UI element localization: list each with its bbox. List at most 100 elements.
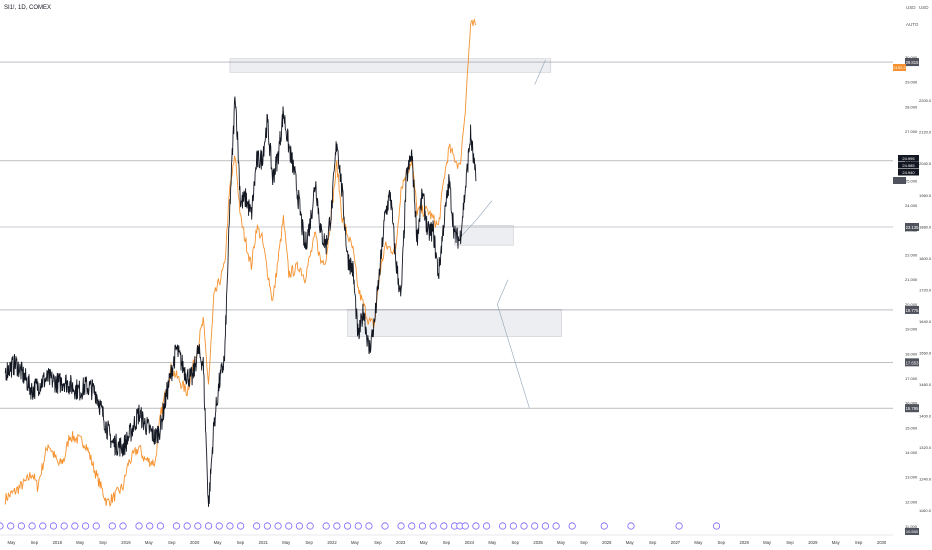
event-marker — [0, 522, 4, 530]
event-marker — [365, 522, 373, 530]
event-marker — [81, 522, 90, 530]
y2-tick-label: 1400.0 — [919, 413, 932, 418]
price-series-line — [4, 96, 477, 507]
symbol-label[interactable]: SI1!, 1D, COMEX — [4, 5, 52, 11]
level-badge — [905, 404, 919, 413]
x-tick-label: May — [694, 540, 703, 545]
event-marker — [253, 522, 261, 530]
x-tick-label: Sep — [31, 540, 39, 545]
ohlc-badge-open — [898, 162, 919, 169]
event-marker — [509, 522, 517, 530]
zone-1 — [229, 58, 552, 73]
y2-tick-label: 1240.0 — [919, 476, 932, 481]
x-tick-label: 2029 — [808, 540, 818, 545]
level-label: 29.815 — [906, 60, 919, 65]
event-marker — [418, 522, 427, 530]
x-tick-label: May — [7, 540, 16, 545]
event-marker — [354, 522, 362, 530]
event-marker — [429, 522, 437, 530]
event-marker — [408, 522, 416, 530]
event-marker — [39, 522, 47, 530]
x-tick-label: Sep — [649, 540, 657, 545]
x-tick-label: Sep — [511, 540, 519, 545]
event-marker — [295, 522, 304, 530]
y2-tick-label: 2200.0 — [919, 98, 932, 103]
event-marker — [600, 522, 608, 530]
x-tick-label: Sep — [168, 540, 176, 545]
event-marker — [472, 522, 480, 530]
event-marker — [135, 522, 143, 530]
x-tick-label: Sep — [99, 540, 107, 545]
x-tick-label: Sep — [855, 540, 863, 545]
y2-tick-label: 2120.0 — [919, 130, 932, 135]
x-tick-label: Sep — [305, 540, 313, 545]
event-marker — [285, 522, 293, 530]
event-marker — [397, 522, 405, 530]
event-marker — [531, 522, 539, 530]
projection-arrow — [459, 220, 477, 238]
y2-tick-label: 1320.0 — [919, 445, 932, 450]
y-tick-label: 22.000 — [905, 253, 918, 258]
x-tick-label: May — [76, 540, 85, 545]
x-tick-label: May — [420, 540, 429, 545]
event-marker — [215, 522, 223, 530]
event-marker — [28, 522, 36, 530]
y-tick-label: 19.000 — [905, 327, 918, 332]
event-marker — [156, 522, 165, 530]
currency-label[interactable]: USD — [906, 5, 916, 10]
x-tick-label: May — [763, 540, 772, 545]
y2-tick-label: 1560.0 — [919, 350, 932, 355]
y-tick-label: 16.000 — [905, 401, 918, 406]
y-tick-label: 11.000 — [905, 524, 918, 529]
x-tick-label: Sep — [443, 540, 451, 545]
x-tick-label: Sep — [374, 540, 382, 545]
x-tick-label: 2019 — [121, 540, 131, 545]
event-marker — [183, 522, 191, 530]
projection-arrow — [497, 279, 509, 305]
event-marker — [17, 522, 25, 530]
y-tick-label: 13.000 — [905, 475, 918, 480]
ohlc-value-last: 24.995 — [902, 156, 915, 161]
y-tick-label: 28.000 — [905, 104, 918, 109]
event-marker — [204, 522, 213, 530]
ohlc-value-open: 24.985 — [902, 163, 915, 168]
ohlc-value-close: 24.940 — [902, 170, 915, 175]
zone-3 — [347, 309, 562, 337]
right-axis: 30.00029.00028.00027.00026.00025.00024.0… — [905, 55, 932, 529]
event-marker — [483, 522, 491, 530]
level-badge — [905, 358, 919, 367]
y2-tick-label: 1160.0 — [919, 508, 932, 513]
x-tick-label: 2028 — [740, 540, 750, 545]
event-marker — [71, 522, 79, 530]
x-tick-label: 2024 — [465, 540, 475, 545]
x-tick-label: 2021 — [259, 540, 269, 545]
x-tick-label: May — [488, 540, 497, 545]
y2-tick-label: 1480.0 — [919, 382, 932, 387]
event-marker — [440, 522, 448, 530]
y-tick-label: 30.000 — [905, 55, 918, 60]
scale-mode-label[interactable]: AUTO — [906, 22, 919, 27]
x-tick-label: 2022 — [327, 540, 337, 545]
event-marker — [675, 522, 683, 530]
y-tick-label: 27.000 — [905, 129, 918, 134]
level-badge — [905, 58, 919, 67]
y2-tick-label: 1880.0 — [919, 224, 932, 229]
x-tick-label: May — [282, 540, 291, 545]
x-tick-label: Sep — [580, 540, 588, 545]
event-marker — [146, 522, 154, 530]
level-label: 15.795 — [906, 406, 919, 411]
x-tick-label: Sep — [237, 540, 245, 545]
event-marker — [226, 522, 234, 530]
event-marker — [381, 522, 389, 530]
event-marker — [461, 522, 469, 530]
event-marker — [108, 522, 116, 530]
projection-arrow — [534, 59, 546, 85]
level-label: 19.775 — [906, 308, 919, 313]
y-tick-label: 14.000 — [905, 450, 918, 455]
y-tick-label: 21.000 — [905, 277, 918, 282]
x-tick-label: May — [145, 540, 154, 545]
unit-label[interactable]: USD — [919, 5, 929, 10]
y-tick-label: 20.000 — [905, 302, 918, 307]
event-marker — [499, 522, 507, 530]
